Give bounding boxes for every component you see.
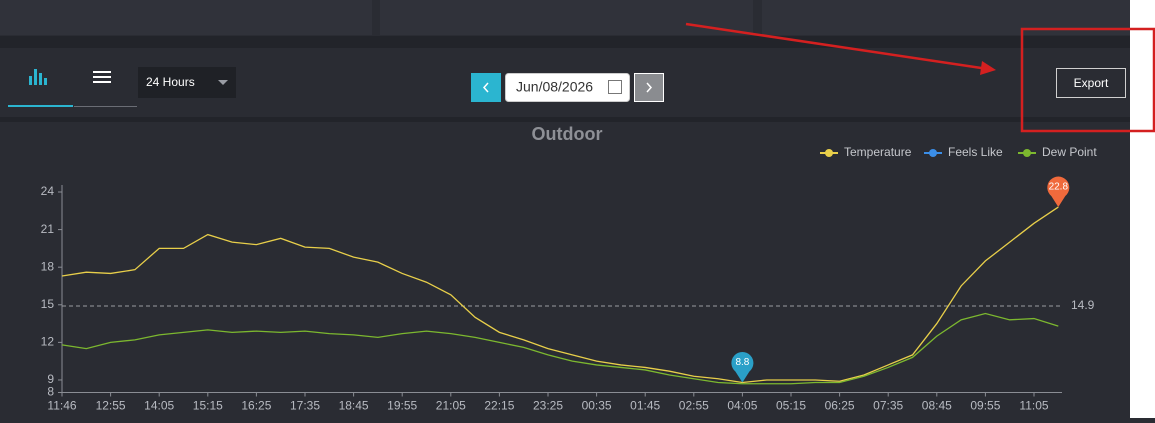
extreme-marker: [731, 351, 754, 383]
x-tick-label: 05:15: [776, 399, 806, 413]
x-tick-label: 23:25: [533, 399, 563, 413]
x-tick-label: 17:35: [290, 399, 320, 413]
list-tab[interactable]: [74, 71, 137, 107]
y-tick-label: 18: [41, 259, 55, 273]
input-box: [505, 73, 630, 102]
y-tick-label: 15: [41, 297, 55, 311]
annotation-arrowhead: [980, 61, 996, 75]
export-button[interactable]: Export: [1056, 68, 1126, 98]
y-tick-label: 21: [41, 222, 55, 236]
x-tick-label: 11:46: [47, 399, 76, 413]
select-caret: [218, 80, 228, 85]
select-text: 24 Hours: [146, 75, 195, 89]
extreme-label: 22.8: [1049, 182, 1069, 193]
legend-label: Dew Point: [1042, 145, 1097, 159]
tab-underline: [74, 106, 137, 107]
annotation-box: [1020, 27, 1155, 133]
tab-underline: [8, 105, 73, 107]
select-box: [138, 67, 236, 98]
x-tick-label: 19:55: [387, 399, 417, 413]
legend-dot: [825, 149, 833, 157]
chart-tab[interactable]: [8, 69, 73, 107]
card: [380, 0, 753, 35]
x-tick-label: 18:45: [339, 399, 369, 413]
x-tick-label: 09:55: [970, 399, 1000, 413]
button-bg: [471, 73, 501, 102]
y-tick-label: 24: [41, 184, 55, 198]
x-tick-label: 21:05: [436, 399, 466, 413]
series-line: [61, 312, 1059, 385]
reference-label: 14.9: [1071, 298, 1095, 312]
date-text: Jun/08/2026: [516, 79, 593, 95]
divider: [0, 117, 1130, 122]
icon-bar: [29, 76, 32, 85]
legend-label: Feels Like: [948, 145, 1003, 159]
x-tick-label: 04:05: [727, 399, 757, 413]
y-tick-label: 12: [41, 335, 55, 349]
chart-title: Outdoor: [532, 124, 603, 144]
y-tick-label: 9: [47, 372, 54, 386]
x-tick-label: 08:45: [922, 399, 952, 413]
annotation-arrow: [685, 22, 989, 71]
x-tick-label: 14:05: [144, 399, 174, 413]
outside: [1130, 0, 1155, 418]
card: [0, 0, 372, 35]
icon-bar: [44, 78, 47, 85]
legend-label: Temperature: [844, 145, 912, 159]
next-button[interactable]: [634, 73, 664, 102]
icon-line: [93, 81, 111, 83]
icon-line: [93, 76, 111, 78]
x-tick-label: 22:15: [484, 399, 514, 413]
chevron: [482, 82, 489, 93]
legend-dot: [929, 149, 937, 157]
icon-bar: [39, 73, 42, 85]
prev-button[interactable]: [471, 73, 501, 102]
x-tick-label: 16:25: [241, 399, 271, 413]
divider: [0, 36, 1130, 48]
x-tick-label: 11:05: [1019, 399, 1048, 413]
y-tick-label: 8: [47, 385, 54, 399]
button-text: Export: [1074, 76, 1109, 90]
button-bg: [1056, 68, 1126, 98]
x-tick-label: 02:55: [679, 399, 709, 413]
button-bg: [634, 73, 664, 102]
plot: 89 12 15 18 21 24 11:46 12:55 14:05 15:15 16:25 17:…: [41, 145, 1098, 413]
x-tick-label: 15:15: [193, 399, 223, 413]
extreme-label: 8.8: [735, 357, 749, 368]
x-tick-label: 07:35: [873, 399, 903, 413]
range-select[interactable]: 24 Hours: [138, 67, 236, 98]
series-line: [61, 206, 1059, 384]
chevron: [646, 82, 653, 93]
extreme-marker: [1047, 176, 1070, 208]
icon-line: [93, 71, 111, 73]
icon-bar: [34, 69, 37, 85]
x-tick-label: 12:55: [96, 399, 126, 413]
calendar-icon: [608, 80, 622, 94]
date-input[interactable]: Jun/08/2026: [505, 73, 630, 102]
x-tick-label: 00:35: [582, 399, 612, 413]
x-tick-label: 06:25: [825, 399, 855, 413]
legend-dot: [1023, 149, 1031, 157]
x-tick-label: 01:45: [630, 399, 660, 413]
